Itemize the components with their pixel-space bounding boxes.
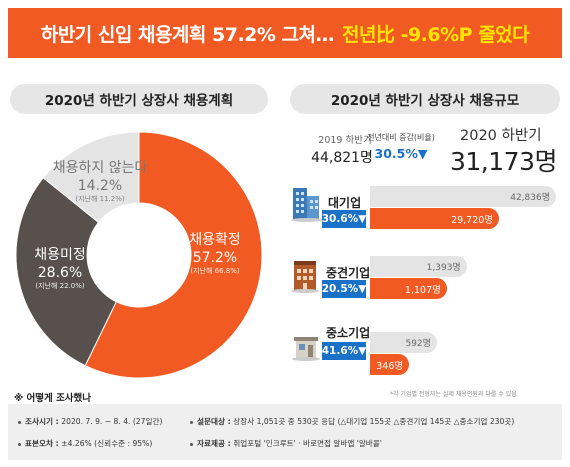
bar-2020-large-label: 29,720명 — [451, 214, 494, 226]
bar-2019-small-label: 592명 — [405, 339, 431, 349]
slice-not-hiring-name: 채용하지 않는다 — [52, 160, 148, 176]
summary-2019-label: 2019 하반기 — [318, 135, 372, 146]
method-error-value: ±4.26% (신뢰수준 : 95%) — [61, 439, 153, 448]
small-building-icon — [290, 332, 324, 366]
method-target: 설문대상 : 상장사 1,051곳 중 530곳 응답 (△대기업 155곳 △… — [190, 416, 514, 427]
bar-2020-small: 346명 — [370, 354, 410, 375]
bar-2019-mid: 1,393명 — [370, 256, 467, 277]
donut-slice-not-hiring — [42, 131, 140, 224]
summary-2019-value: 44,821명 — [311, 150, 373, 166]
category-mid-yoy: 20.5% ▼ — [322, 280, 366, 298]
method-source-value: 취업포털 '인크루트' · 바로면접 알바앱 '알바콜' — [233, 439, 382, 448]
headline-main: 하반기 신입 채용계획 57.2% 그쳐… — [40, 23, 335, 46]
arrow-down-icon: ▼ — [358, 213, 367, 225]
right-panel-title: 2020년 하반기 상장사 채용규모 — [290, 84, 560, 114]
slice-label-not-hiring: 채용하지 않는다 14.2% (지난해 11.2%) — [50, 160, 150, 204]
summary-2020-value: 31,173명 — [450, 147, 557, 176]
method-source: 자료제공 : 취업포털 '인크루트' · 바로면접 알바앱 '알바콜' — [190, 438, 382, 449]
slice-confirmed-value: 57.2% — [192, 249, 238, 266]
bar-2020-mid: 1,107명 — [370, 278, 447, 299]
method-error-label: 표본오차 : — [25, 439, 62, 448]
method-target-value: 상장사 1,051곳 중 530곳 응답 (△대기업 155곳 △중견기업 14… — [233, 417, 515, 426]
slice-undecided-prev: (지난해 22.0%) — [35, 282, 85, 290]
bar-2020-mid-label: 1,107명 — [404, 284, 441, 296]
method-period: 조사시기 : 2020. 7. 9. ~ 8. 4. (27일간) — [18, 416, 162, 427]
building-icon — [290, 182, 324, 222]
slice-not-hiring-prev: (지난해 11.2%) — [75, 195, 125, 203]
slice-label-undecided: 채용미정 28.6% (지난해 22.0%) — [22, 247, 98, 291]
left-panel-title: 2020년 하반기 상장사 채용계획 — [10, 84, 268, 114]
bar-2019-small: 592명 — [370, 332, 437, 353]
method-box: 조사시기 : 2020. 7. 9. ~ 8. 4. (27일간) 설문대상 :… — [8, 404, 562, 460]
method-title: ※ 어떻게 조사했나 — [14, 393, 92, 404]
mid-building-icon — [290, 258, 324, 293]
arrow-down-icon: ▼ — [358, 345, 367, 357]
category-large-name: 대기업 — [328, 196, 362, 210]
slice-not-hiring-value: 14.2% — [77, 177, 123, 194]
slice-undecided-name: 채용미정 — [34, 247, 86, 263]
method-error: 표본오차 : ±4.26% (신뢰수준 : 95%) — [18, 438, 152, 449]
donut-slice-undecided — [15, 177, 117, 367]
category-small-yoy-value: 41.6% — [321, 345, 359, 357]
summary-yoy-label: 전년대비 증감(비율) — [367, 133, 435, 142]
headline-highlight: 전년比 -9.6%P 줄었다 — [342, 23, 530, 46]
slice-confirmed-prev: (지난해 66.8%) — [190, 267, 240, 275]
method-period-label: 조사시기 : — [25, 417, 62, 426]
bar-2019-mid-label: 1,393명 — [426, 263, 461, 273]
category-mid-yoy-value: 20.5% — [321, 283, 359, 295]
category-large-yoy-value: 30.6% — [321, 213, 359, 225]
slice-confirmed-name: 채용확정 — [189, 232, 241, 248]
category-mid-name: 중견기업 — [326, 266, 371, 280]
arrow-down-icon: ▼ — [358, 283, 367, 295]
footnote: *각 기업별 전형자는 실제 채용인원과 다를 수 있음 — [390, 391, 517, 398]
slice-undecided-value: 28.6% — [37, 264, 83, 281]
headline-banner: 하반기 신입 채용계획 57.2% 그쳐… 전년比 -9.6%P 줄었다 — [8, 8, 562, 58]
category-small-yoy: 41.6% ▼ — [322, 342, 366, 360]
bar-2019-large-label: 42,836명 — [510, 193, 550, 203]
method-source-label: 자료제공 : — [197, 439, 234, 448]
category-small-name: 중소기업 — [326, 326, 371, 340]
summary-2020-label: 2020 하반기 — [460, 128, 542, 144]
method-target-label: 설문대상 : — [197, 417, 234, 426]
slice-label-confirmed: 채용확정 57.2% (지난해 66.8%) — [172, 232, 258, 276]
bar-2020-small-label: 346명 — [376, 360, 404, 372]
category-large-yoy: 30.6% ▼ — [322, 210, 366, 228]
hiring-scale-panel: 2019 하반기 44,821명 전년대비 증감(비율) 30.5%▼ 2020… — [288, 120, 570, 390]
bar-2020-large: 29,720명 — [370, 208, 500, 229]
summary-yoy-value: 30.5%▼ — [374, 146, 428, 161]
bar-2019-large: 42,836명 — [370, 186, 556, 207]
donut-slice-confirmed — [84, 131, 263, 379]
method-period-value: 2020. 7. 9. ~ 8. 4. (27일간) — [61, 417, 163, 426]
